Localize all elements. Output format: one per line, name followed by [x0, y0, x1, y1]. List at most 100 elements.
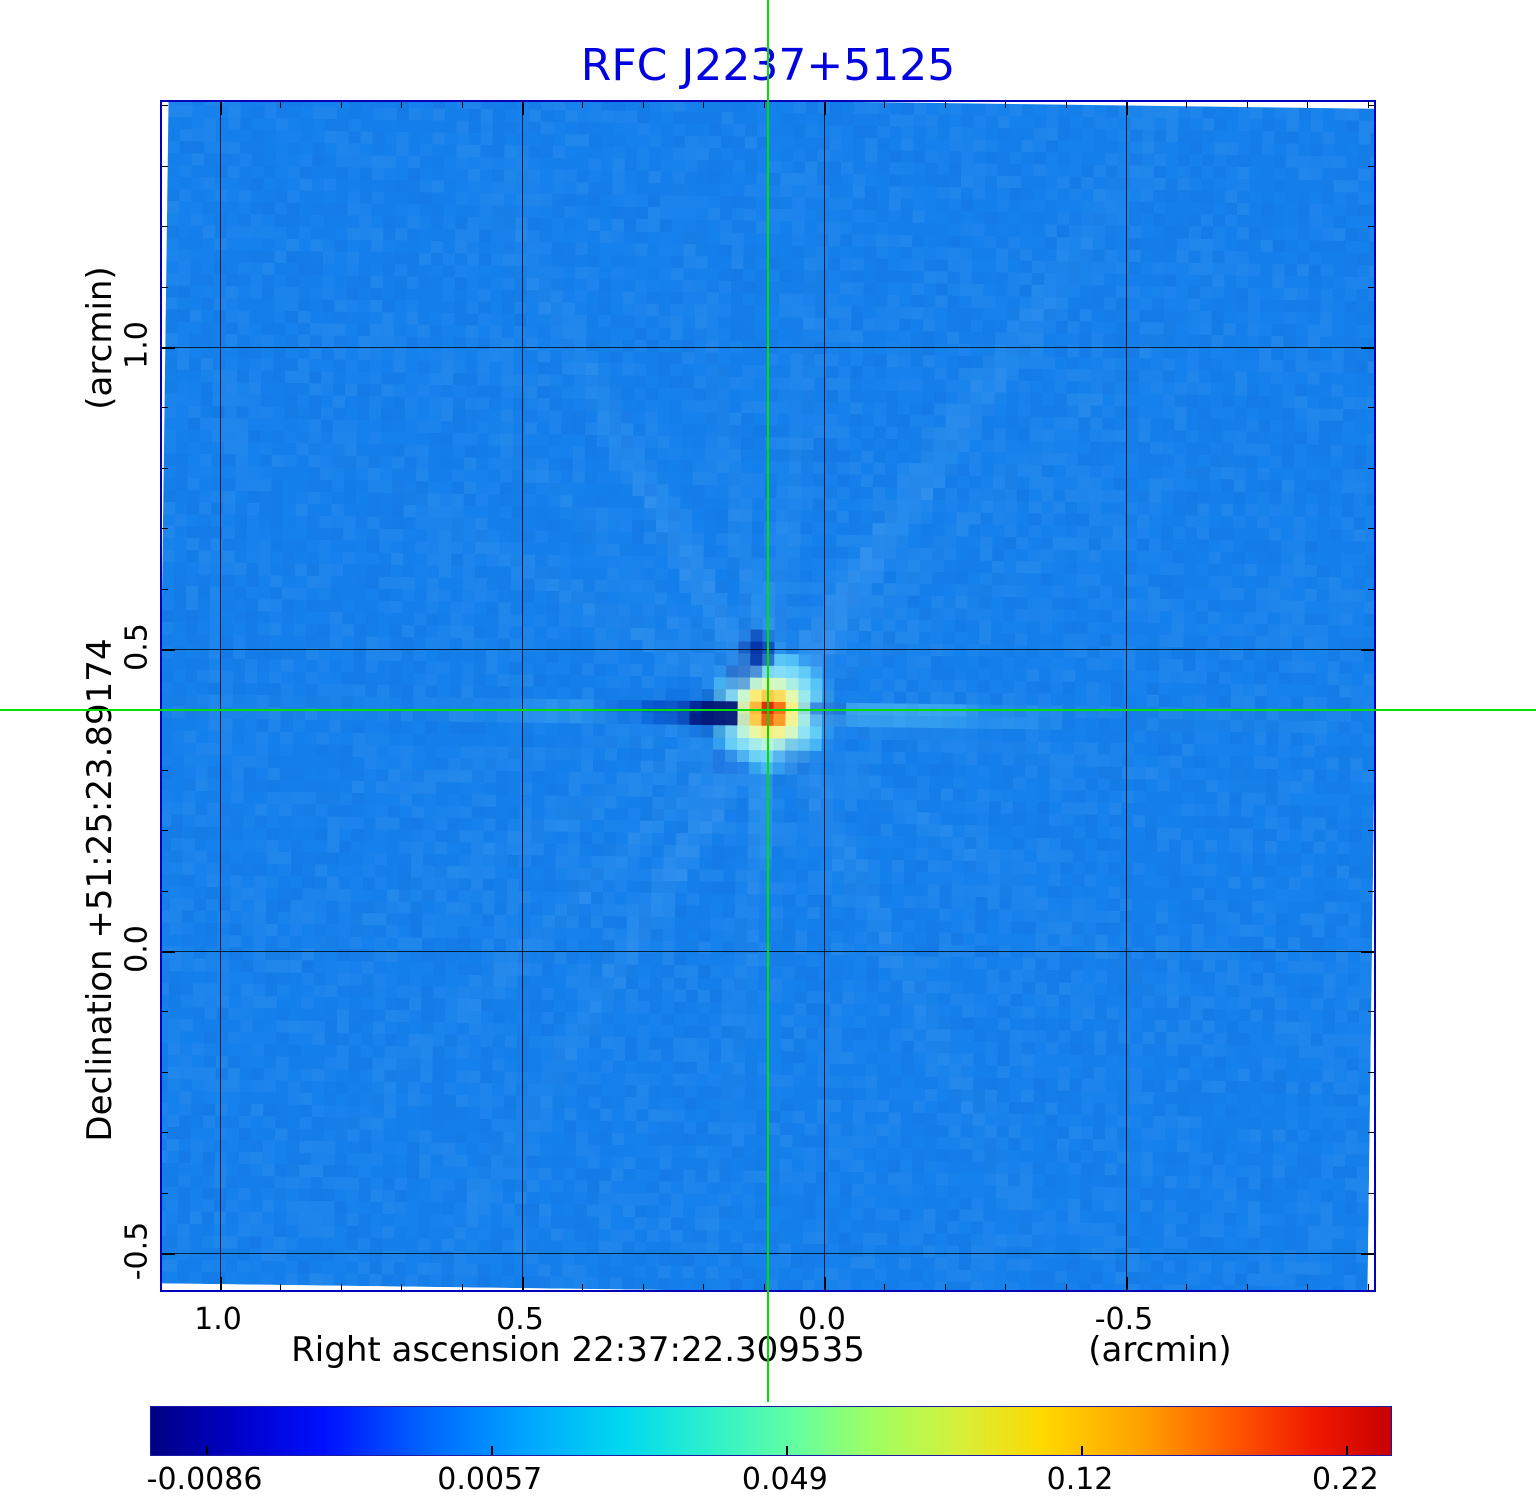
colorbar-tick-label: 0.049: [741, 1462, 828, 1497]
colorbar-tick-mark: [785, 1446, 788, 1455]
tick-mark: [1368, 467, 1374, 469]
tick-mark: [461, 102, 463, 108]
colorbar-gradient: [151, 1407, 1391, 1455]
tick-mark: [1307, 1284, 1309, 1290]
colorbar-tick-label: 0.12: [1046, 1462, 1114, 1497]
tick-mark: [461, 1284, 463, 1290]
tick-mark: [703, 102, 705, 108]
x-axis-unit: (arcmin): [1088, 1330, 1232, 1370]
colorbar-tick-mark: [1346, 1446, 1349, 1455]
tick-mark: [1368, 769, 1374, 771]
tick-mark: [582, 102, 584, 108]
tick-mark: [1368, 1132, 1374, 1134]
tick-mark: [1367, 1284, 1369, 1290]
tick-mark: [162, 1253, 175, 1255]
x-tick-label: 0.0: [798, 1302, 846, 1337]
tick-mark: [1065, 102, 1067, 108]
tick-mark: [1368, 830, 1374, 832]
tick-mark: [162, 1192, 168, 1194]
tick-mark: [162, 1132, 168, 1134]
tick-mark: [1307, 102, 1309, 108]
tick-mark: [162, 407, 168, 409]
tick-mark: [162, 951, 175, 953]
tick-mark: [1361, 347, 1374, 349]
tick-mark: [1368, 1071, 1374, 1073]
tick-mark: [944, 102, 946, 108]
tick-mark: [582, 1284, 584, 1290]
colorbar-tick-mark: [490, 1446, 493, 1455]
tick-mark: [220, 1277, 222, 1290]
tick-mark: [1368, 407, 1374, 409]
tick-mark: [642, 1284, 644, 1290]
colorbar-tick-label: 0.22: [1311, 1462, 1379, 1497]
x-tick-label: 1.0: [194, 1302, 242, 1337]
tick-mark: [401, 1284, 403, 1290]
tick-mark: [220, 102, 222, 115]
crosshair-vertical-line: [767, 0, 769, 1402]
tick-mark: [1361, 951, 1374, 953]
tick-mark: [1368, 105, 1374, 107]
tick-mark: [340, 1284, 342, 1290]
tick-mark: [884, 102, 886, 108]
tick-mark: [1126, 1277, 1128, 1290]
tick-mark: [522, 102, 524, 115]
y-axis-unit: (arcmin): [80, 266, 120, 410]
tick-mark: [1186, 102, 1188, 108]
tick-mark: [944, 1284, 946, 1290]
tick-mark: [280, 102, 282, 108]
tick-mark: [1368, 588, 1374, 590]
tick-mark: [162, 226, 168, 228]
colorbar-tick-mark: [205, 1446, 208, 1455]
tick-mark: [1368, 1011, 1374, 1013]
tick-mark: [824, 102, 826, 115]
gridline-vertical: [824, 102, 825, 1290]
tick-mark: [162, 347, 175, 349]
tick-mark: [162, 105, 168, 107]
tick-mark: [1368, 1192, 1374, 1194]
tick-mark: [162, 528, 168, 530]
colorbar-tick-mark: [1081, 1446, 1083, 1455]
tick-mark: [162, 830, 168, 832]
tick-mark: [522, 1277, 524, 1290]
tick-mark: [1368, 890, 1374, 892]
tick-mark: [162, 286, 168, 288]
tick-mark: [1367, 102, 1369, 108]
gridline-vertical: [1126, 102, 1127, 1290]
tick-mark: [703, 1284, 705, 1290]
tick-mark: [401, 102, 403, 108]
tick-mark: [162, 890, 168, 892]
tick-mark: [1065, 1284, 1067, 1290]
gridline-vertical: [220, 102, 221, 1290]
tick-mark: [340, 102, 342, 108]
tick-mark: [1368, 286, 1374, 288]
x-axis-label: Right ascension 22:37:22.309535: [291, 1330, 865, 1370]
tick-mark: [1368, 165, 1374, 167]
tick-mark: [884, 1284, 886, 1290]
crosshair-horizontal-line: [0, 709, 1536, 711]
y-tick-label: -0.5: [119, 1221, 155, 1281]
tick-mark: [1246, 102, 1248, 108]
tick-mark: [824, 1277, 826, 1290]
colorbar-tick-label: 0.0057: [437, 1462, 543, 1497]
tick-mark: [763, 102, 765, 108]
tick-mark: [162, 165, 168, 167]
tick-mark: [162, 588, 168, 590]
colorbar: [150, 1406, 1392, 1456]
tick-mark: [1361, 1253, 1374, 1255]
y-axis-label: Declination +51:25:23.89174: [80, 638, 120, 1142]
tick-mark: [162, 1071, 168, 1073]
x-tick-label: -0.5: [1094, 1302, 1154, 1337]
tick-mark: [162, 649, 175, 651]
tick-mark: [1005, 1284, 1007, 1290]
tick-mark: [162, 467, 168, 469]
colorbar-tick-label: -0.0086: [146, 1462, 263, 1497]
y-tick-label: 0.0: [119, 925, 155, 973]
tick-mark: [162, 1011, 168, 1013]
tick-mark: [642, 102, 644, 108]
tick-mark: [162, 769, 168, 771]
x-tick-label: 0.5: [496, 1302, 544, 1337]
tick-mark: [280, 1284, 282, 1290]
tick-mark: [1368, 226, 1374, 228]
y-tick-label: 0.5: [119, 623, 155, 671]
